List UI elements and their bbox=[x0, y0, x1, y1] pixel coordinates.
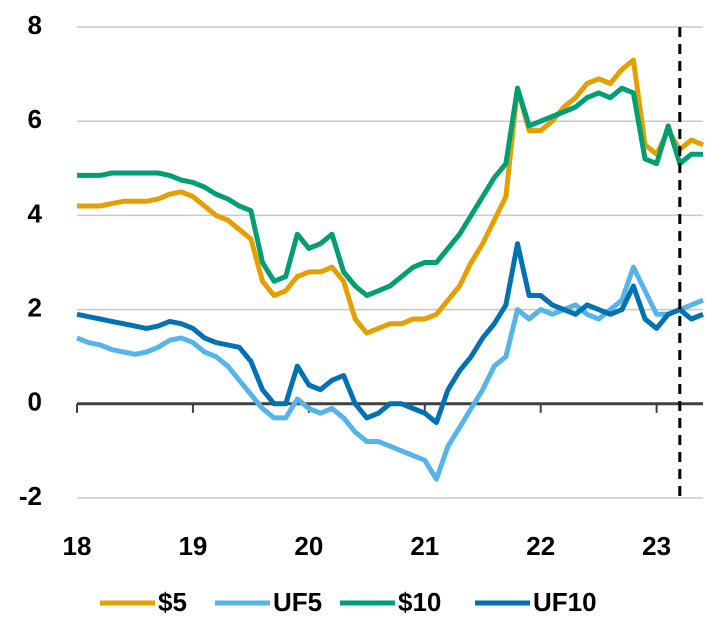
legend-label: $5 bbox=[158, 587, 187, 617]
legend-label: UF10 bbox=[533, 587, 597, 617]
x-tick-label: 22 bbox=[526, 531, 555, 561]
series-line bbox=[77, 57, 704, 336]
x-tick-label: 21 bbox=[410, 531, 439, 561]
x-tick-label: 23 bbox=[642, 531, 671, 561]
legend-label: UF5 bbox=[273, 587, 322, 617]
series-line bbox=[76, 241, 704, 426]
series-line bbox=[77, 85, 703, 298]
y-tick-label: 8 bbox=[28, 10, 42, 40]
y-tick-label: 2 bbox=[28, 292, 42, 322]
y-tick-label: 0 bbox=[28, 387, 42, 417]
y-tick-label: 4 bbox=[28, 198, 43, 228]
series-line bbox=[76, 264, 704, 482]
y-tick-label: -2 bbox=[19, 481, 42, 511]
legend-label: $10 bbox=[398, 587, 441, 617]
y-tick-label: 6 bbox=[28, 104, 42, 134]
x-tick-label: 19 bbox=[178, 531, 207, 561]
x-tick-label: 18 bbox=[63, 531, 92, 561]
x-tick-label: 20 bbox=[294, 531, 323, 561]
